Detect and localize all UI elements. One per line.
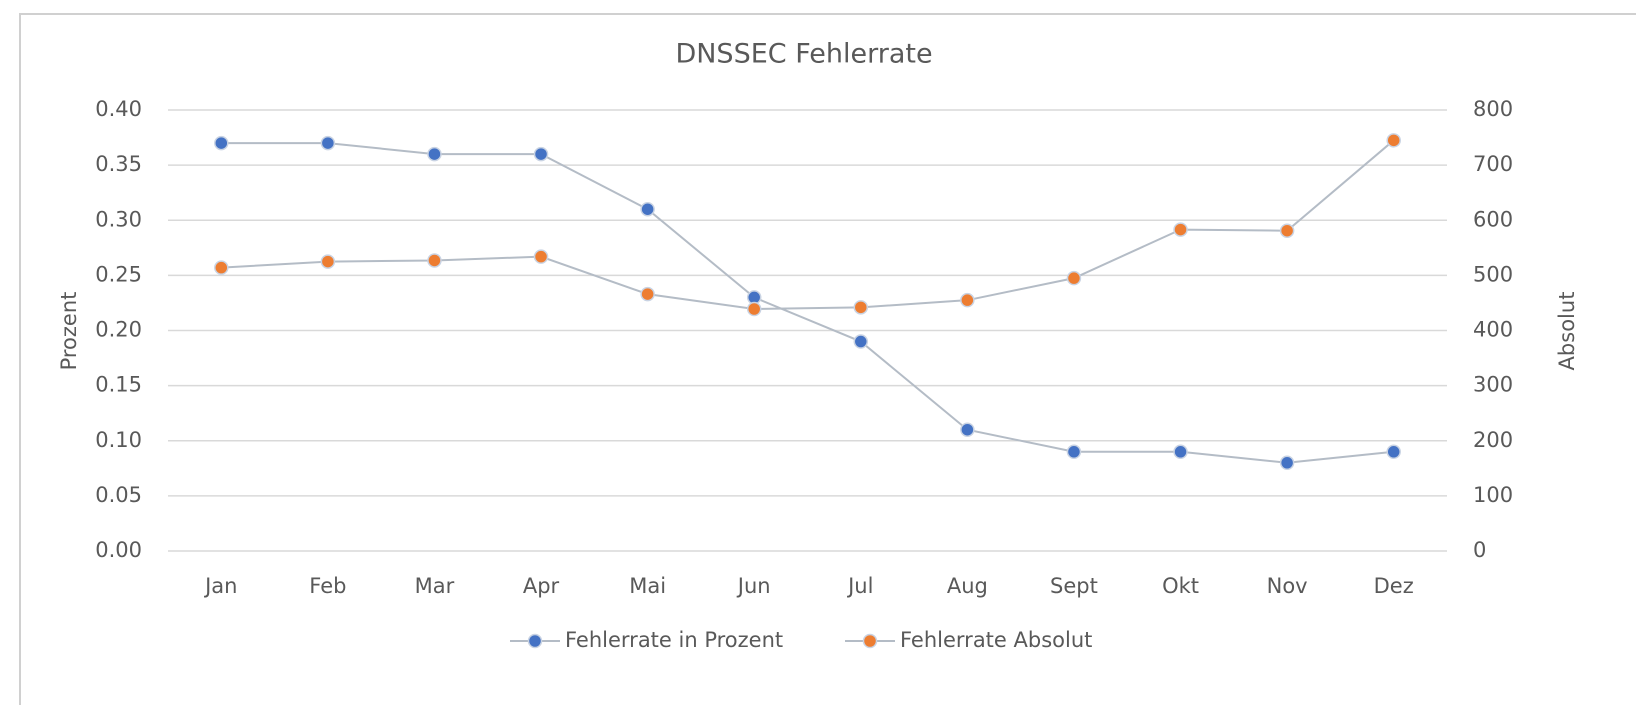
data-point xyxy=(1386,444,1401,460)
y2-tick-label: 300 xyxy=(1473,373,1513,397)
legend-marker xyxy=(527,633,543,649)
y2-tick-label: 200 xyxy=(1473,428,1513,452)
data-point xyxy=(640,201,655,217)
data-point xyxy=(1386,133,1401,148)
y-tick-label: 0.40 xyxy=(95,97,142,121)
legend-label: Fehlerrate in Prozent xyxy=(565,628,783,652)
data-point xyxy=(427,253,442,268)
chart-frame xyxy=(19,13,1636,705)
data-point xyxy=(214,135,229,151)
data-point xyxy=(1173,444,1188,460)
data-point xyxy=(960,422,975,437)
x-tick-label: Aug xyxy=(947,574,988,598)
data-point xyxy=(533,249,549,264)
x-tick-label: Jun xyxy=(736,574,771,598)
x-tick-label: Feb xyxy=(309,574,346,598)
data-point xyxy=(1279,223,1295,238)
series-line xyxy=(221,142,1394,464)
y-tick-label: 0.00 xyxy=(95,538,142,562)
data-point xyxy=(640,286,655,302)
y-tick-label: 0.25 xyxy=(95,262,142,286)
x-tick-label: Apr xyxy=(523,574,560,598)
y-tick-label: 0.10 xyxy=(95,428,142,452)
x-tick-label: Dez xyxy=(1374,574,1414,598)
chart-title: DNSSEC Fehlerrate xyxy=(675,39,932,70)
data-point xyxy=(1279,455,1295,471)
data-point xyxy=(320,254,336,269)
legend-label: Fehlerrate Absolut xyxy=(900,628,1092,652)
y2-tick-label: 500 xyxy=(1473,262,1513,286)
y2-tick-label: 100 xyxy=(1473,483,1513,507)
data-point xyxy=(1066,270,1082,286)
x-tick-label: Jul xyxy=(846,574,873,598)
data-point xyxy=(427,146,442,162)
y2-axis-title: Absolut xyxy=(1555,292,1579,371)
x-tick-label: Nov xyxy=(1267,574,1308,598)
y-tick-label: 0.20 xyxy=(95,318,142,342)
x-tick-label: Sept xyxy=(1050,574,1098,598)
data-point xyxy=(853,300,869,315)
x-tick-label: Mai xyxy=(629,574,666,598)
y2-tick-label: 400 xyxy=(1473,318,1513,342)
y-tick-label: 0.30 xyxy=(95,207,142,231)
data-point xyxy=(320,135,336,151)
y2-tick-label: 800 xyxy=(1473,97,1513,121)
data-point xyxy=(533,146,549,162)
y2-tick-label: 700 xyxy=(1473,152,1513,176)
data-point xyxy=(853,334,869,349)
x-tick-label: Mar xyxy=(415,574,455,598)
y2-tick-label: 0 xyxy=(1473,538,1486,562)
y-tick-label: 0.05 xyxy=(95,483,142,507)
data-point xyxy=(1066,444,1082,460)
data-point xyxy=(1173,222,1188,237)
y-tick-label: 0.15 xyxy=(95,373,142,397)
legend-marker xyxy=(862,633,878,649)
data-point xyxy=(746,301,762,317)
data-point xyxy=(214,260,229,275)
y-tick-label: 0.35 xyxy=(95,152,142,176)
x-tick-label: Jan xyxy=(203,574,237,598)
x-tick-label: Okt xyxy=(1162,574,1199,598)
y2-tick-label: 600 xyxy=(1473,207,1513,231)
series-line xyxy=(221,139,1395,311)
y-axis-title: Prozent xyxy=(57,292,81,371)
data-point xyxy=(960,292,975,308)
